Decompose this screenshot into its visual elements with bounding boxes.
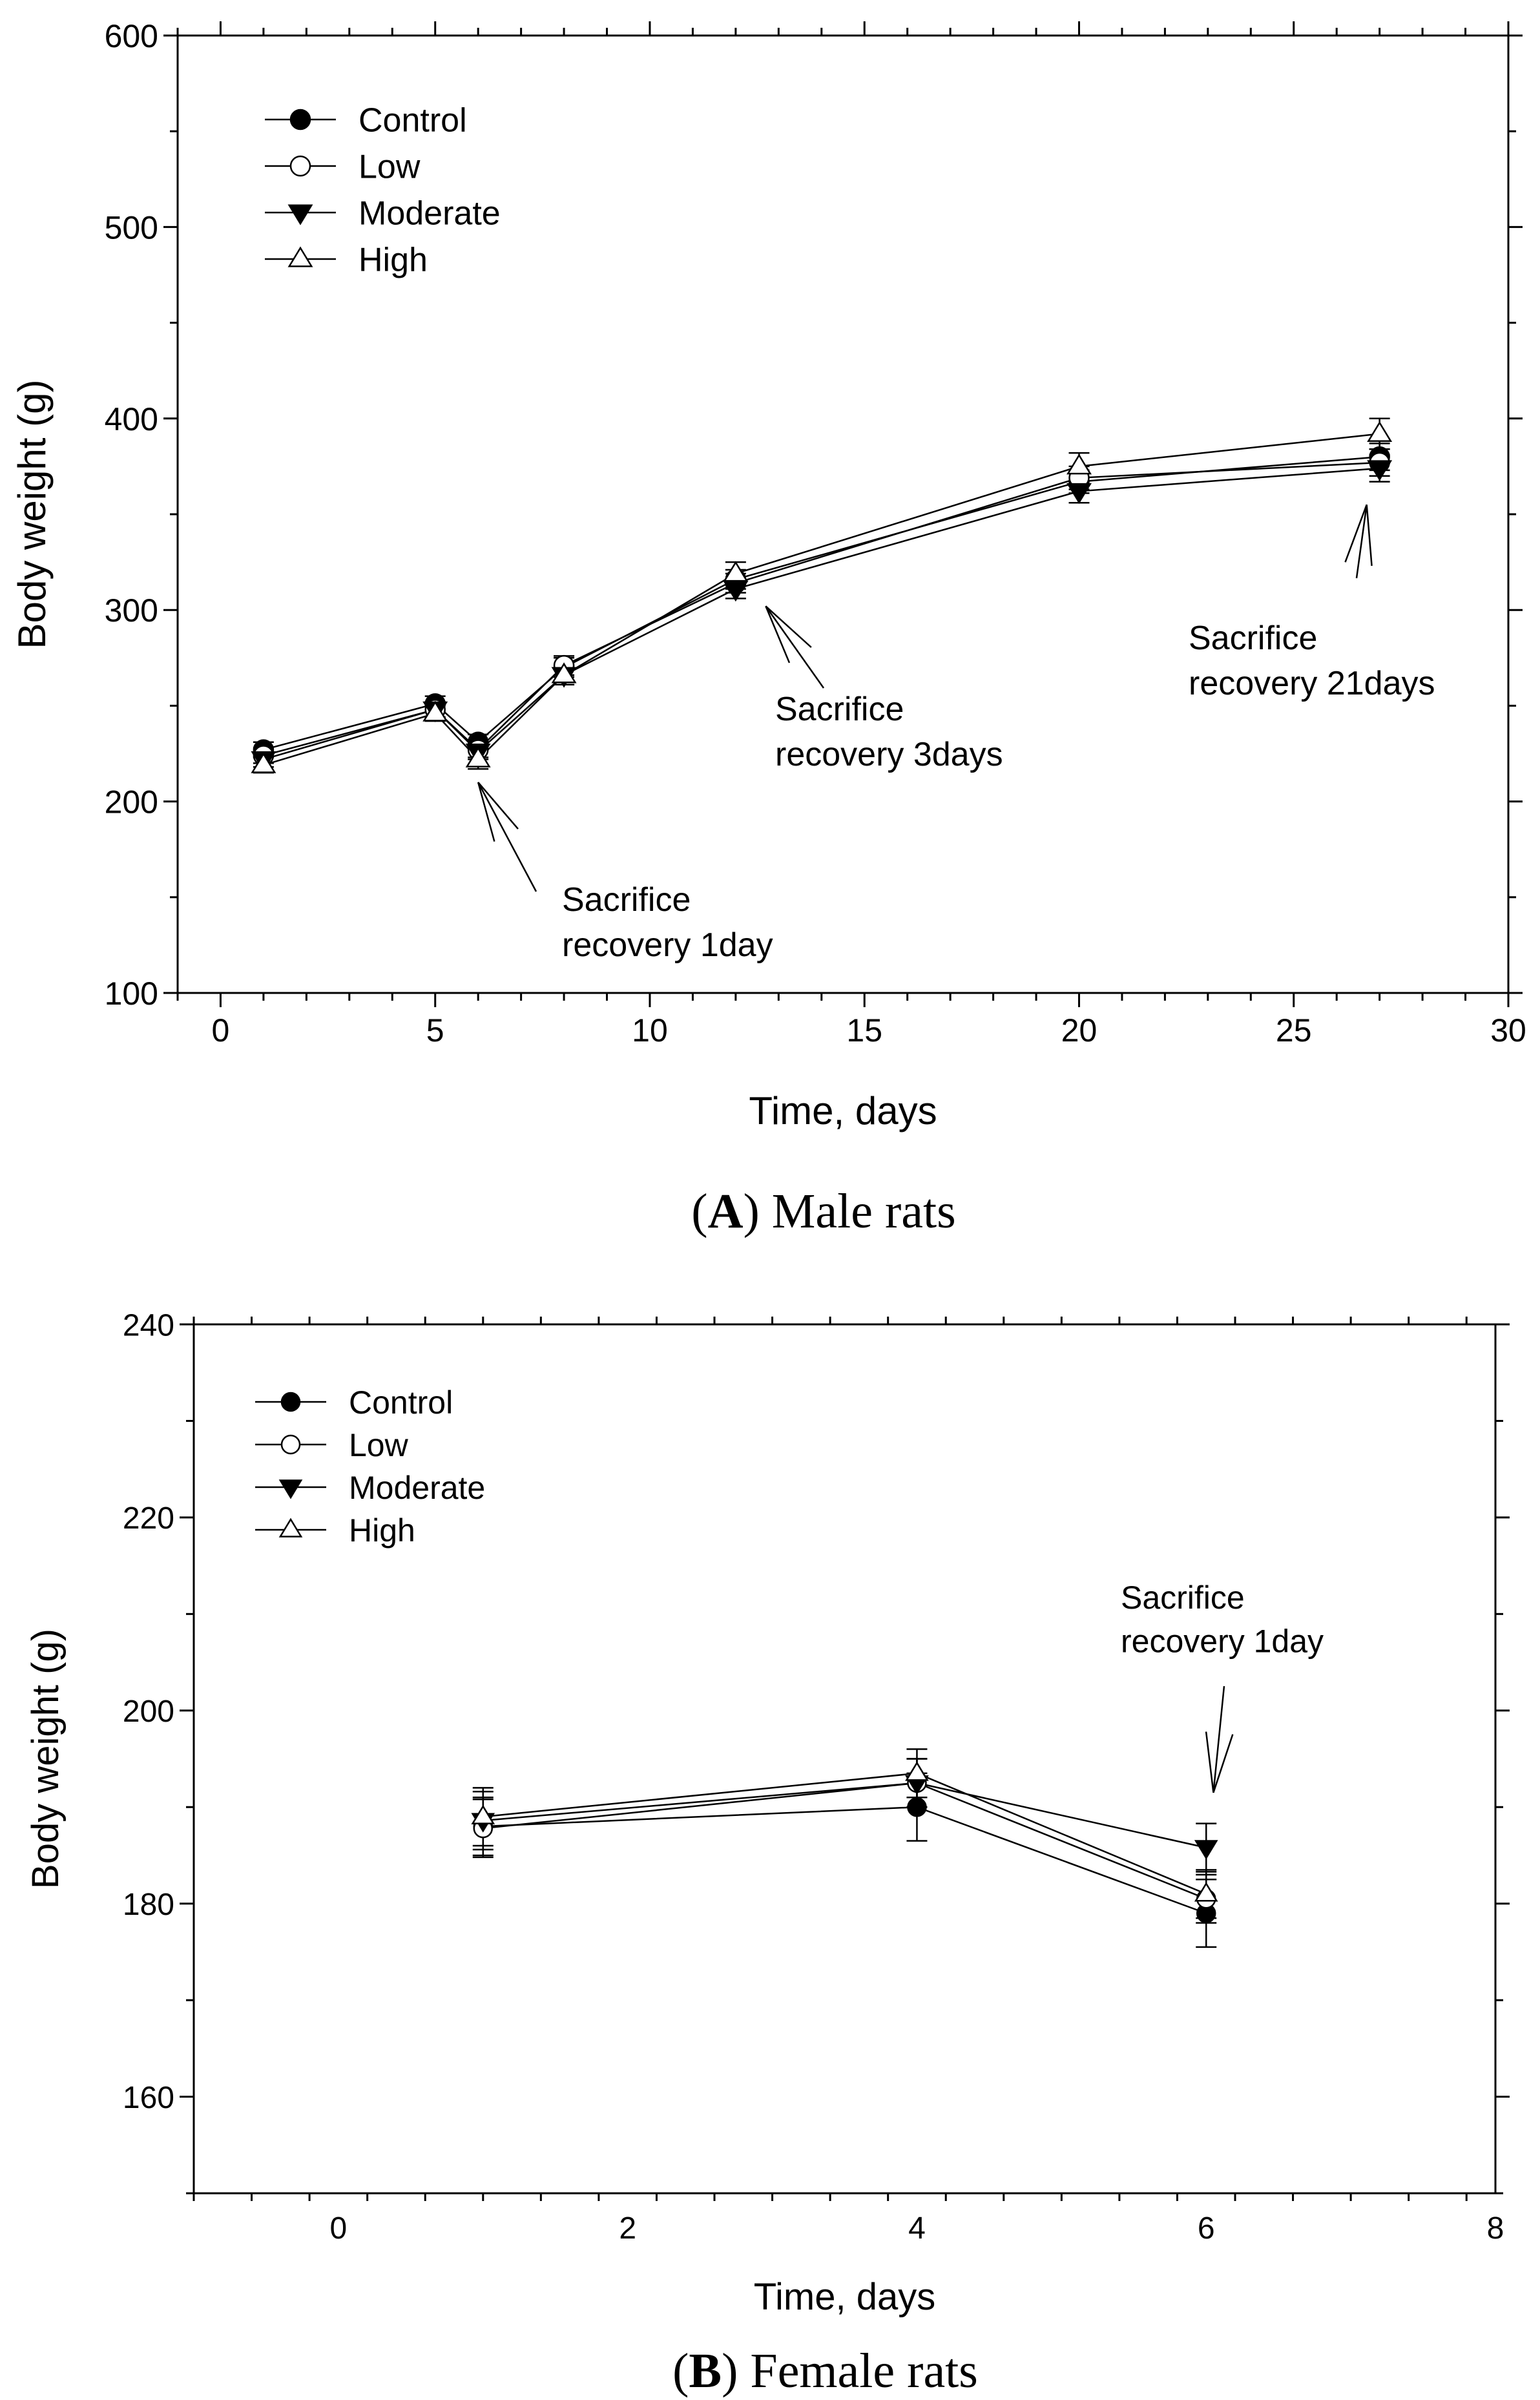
- data-point-high: [465, 746, 491, 767]
- y-tick-label: 200: [123, 1695, 174, 1729]
- annotation-arrow-shaft: [1212, 1685, 1225, 1793]
- x-tick-label: 10: [632, 1012, 668, 1049]
- chart-male-rats: 0 5 10 15 20 25 30 100 200 300 400 500 600 Time, days…: [10, 18, 1526, 1238]
- legend-label-moderate: Moderate: [359, 195, 501, 233]
- annotation-arrow-shaft: [1355, 505, 1368, 579]
- x-tick-label: 8: [1487, 2211, 1504, 2246]
- x-tick-label: 2: [619, 2211, 636, 2246]
- y-axis-label: Body weight (g): [10, 380, 54, 649]
- series-line-low: [483, 1782, 1207, 1900]
- y-tick-label: 220: [123, 1501, 174, 1536]
- data-point-moderate: [1067, 483, 1092, 505]
- y-tick-label: 100: [105, 976, 158, 1012]
- figure-caption: (B) Female rats: [672, 2344, 978, 2398]
- legend-label-control: Control: [349, 1384, 453, 1421]
- plot-frame: [192, 1323, 1497, 2195]
- annotation-line2: recovery 1day: [1121, 1623, 1324, 1660]
- data-point-high: [422, 700, 448, 722]
- data-point-moderate: [1367, 460, 1393, 481]
- legend-marker-control: [280, 1392, 301, 1412]
- y-tick-label: 600: [105, 18, 158, 54]
- caption-open-paren: (: [672, 2344, 689, 2398]
- legend-label-low: Low: [359, 149, 421, 186]
- caption-text: ) Female rats: [722, 2344, 978, 2398]
- annotation-line1: Sacrifice: [1121, 1580, 1245, 1616]
- data-point-high: [551, 662, 577, 683]
- caption-panel-letter: B: [689, 2344, 722, 2398]
- x-tick-label: 0: [330, 2211, 348, 2246]
- annotation-arrow-head: [1212, 1734, 1234, 1793]
- annotation-line2: recovery 21days: [1189, 665, 1435, 702]
- annotation-arrow-head: [477, 782, 519, 830]
- x-tick-label: 6: [1198, 2211, 1215, 2246]
- data-point-moderate: [723, 581, 749, 602]
- annotation-arrow-head: [765, 605, 791, 663]
- legend-marker-moderate: [287, 204, 313, 225]
- annotation-line2: recovery 1day: [562, 926, 773, 964]
- data-point-control: [907, 1797, 927, 1817]
- legend-label-low: Low: [349, 1427, 409, 1463]
- x-axis-label: Time, days: [754, 2276, 935, 2318]
- legend-label-high: High: [349, 1512, 415, 1549]
- series-line-moderate: [483, 1782, 1207, 1849]
- annotation-arrow-head: [1366, 505, 1373, 566]
- data-point-high: [723, 561, 749, 582]
- legend-marker-high: [287, 246, 313, 267]
- series-line-high: [483, 1772, 1207, 1895]
- chart-female-rats: 0 2 4 6 8 160 180 200 220 240 Time, days Body weigh…: [25, 1308, 1510, 2398]
- legend: Control Low Moderate High: [265, 102, 501, 279]
- data-point-high: [1194, 1882, 1218, 1902]
- x-tick-label: 15: [846, 1012, 882, 1049]
- annotation-line2: recovery 3days: [775, 736, 1003, 773]
- caption-panel-letter: A: [708, 1184, 744, 1238]
- data-point-high: [471, 1804, 495, 1824]
- x-tick-label: 4: [908, 2211, 926, 2246]
- legend-label-high: High: [359, 242, 428, 279]
- annotation-arrow-head: [765, 605, 812, 648]
- y-tick-label: 240: [123, 1308, 174, 1342]
- x-tick-label: 20: [1061, 1012, 1098, 1049]
- y-tick-label: 200: [105, 784, 158, 820]
- annotation-line1: Sacrifice: [1189, 620, 1317, 657]
- data-point-high: [1367, 421, 1393, 443]
- x-tick-label: 30: [1490, 1012, 1526, 1049]
- annotation-arrow-head: [477, 782, 495, 842]
- data-point-high: [905, 1761, 929, 1781]
- legend-marker-high: [278, 1518, 303, 1538]
- legend-label-control: Control: [359, 102, 467, 140]
- annotation-arrow-head: [1205, 1731, 1214, 1793]
- legend-marker-low: [280, 1434, 301, 1455]
- legend-label-moderate: Moderate: [349, 1470, 485, 1506]
- y-tick-label: 300: [105, 592, 158, 629]
- annotation-line1: Sacrifice: [562, 881, 691, 919]
- x-tick-label: 0: [212, 1012, 230, 1049]
- data-point-high: [1067, 454, 1092, 475]
- legend-marker-low: [289, 155, 311, 177]
- data-point-high: [251, 752, 276, 773]
- figure-caption: (A) Male rats: [691, 1184, 955, 1238]
- caption-text: ) Male rats: [744, 1184, 956, 1238]
- y-tick-label: 180: [123, 1888, 174, 1922]
- y-tick-label: 400: [105, 401, 158, 437]
- legend-marker-moderate: [278, 1479, 303, 1499]
- x-tick-label: 5: [426, 1012, 444, 1049]
- legend-marker-control: [289, 109, 311, 130]
- y-axis-label: Body weight (g): [25, 1629, 67, 1889]
- x-tick-label: 25: [1276, 1012, 1312, 1049]
- caption-open-paren: (: [691, 1184, 707, 1238]
- y-tick-label: 160: [123, 2081, 174, 2115]
- legend: Control Low Moderate High: [255, 1384, 485, 1549]
- annotation-arrow-shaft: [765, 605, 825, 689]
- y-tick-label: 500: [105, 209, 158, 245]
- annotation-arrow-head: [1344, 504, 1368, 563]
- x-axis-label: Time, days: [749, 1089, 937, 1132]
- annotation-arrow-shaft: [477, 782, 537, 892]
- annotation-line1: Sacrifice: [775, 691, 904, 728]
- data-point-moderate: [1194, 1840, 1218, 1860]
